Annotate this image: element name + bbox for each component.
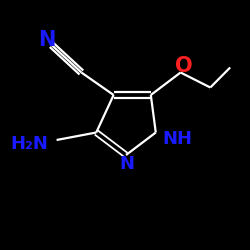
Text: N: N [120, 155, 135, 173]
Text: H₂N: H₂N [10, 135, 48, 153]
Text: O: O [176, 56, 193, 76]
Text: N: N [38, 30, 55, 50]
Text: NH: NH [162, 130, 192, 148]
